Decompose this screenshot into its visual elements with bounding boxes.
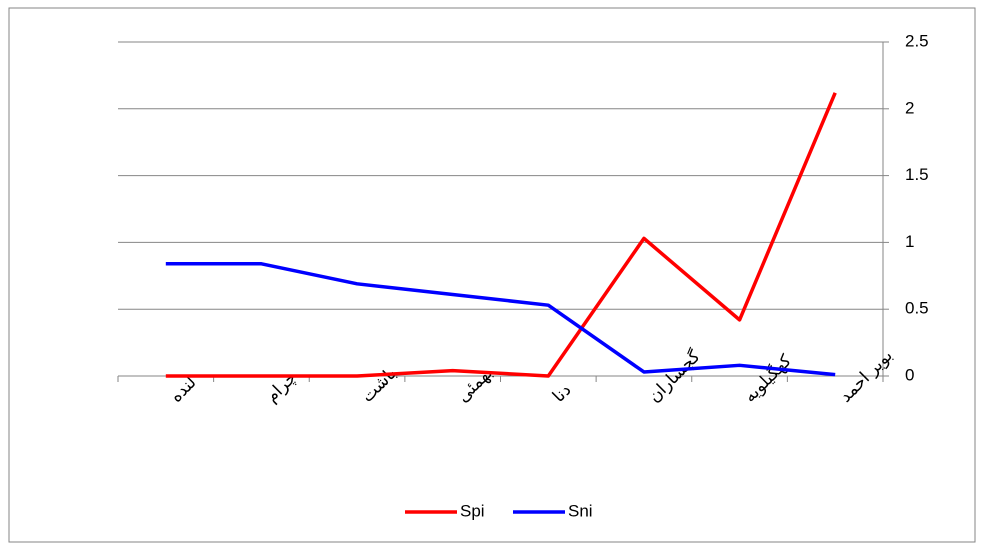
y-tick-label: 0	[905, 365, 914, 384]
legend-label: Sni	[568, 501, 593, 520]
legend-label: Spi	[460, 501, 485, 520]
series-line	[165, 262, 836, 377]
y-tick-label: 0.5	[905, 299, 929, 318]
y-tick-label: 1.5	[905, 165, 929, 184]
series-line	[165, 92, 837, 378]
y-tick-label: 2	[905, 98, 914, 117]
y-tick-label: 2.5	[905, 31, 929, 50]
y-tick-label: 1	[905, 232, 914, 251]
chart-border	[8, 7, 976, 543]
